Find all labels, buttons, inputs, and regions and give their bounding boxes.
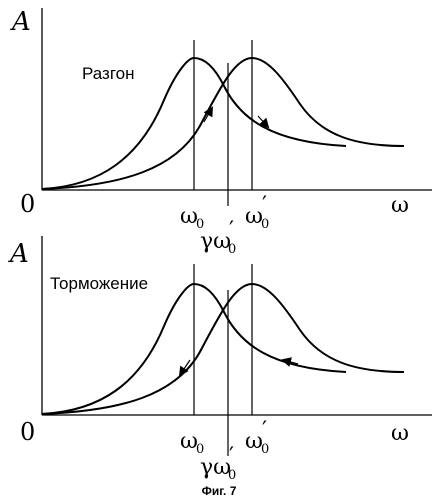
sweep-up-arrow: [203, 106, 213, 123]
return-arrow: [281, 357, 299, 367]
omega0-label: ω: [180, 429, 198, 454]
panel-deceleration: A 0 ω Торможение ω 0 ω 0 ′ γω 0 ′: [8, 236, 432, 483]
omega0-label: ω: [180, 204, 198, 229]
figure-caption: Фиг. 7: [202, 484, 237, 498]
process-label: Торможение: [50, 274, 148, 293]
gamma-omega-prime-mark: ′: [229, 218, 234, 243]
frequency-axis-label: ω: [391, 421, 409, 446]
resonance-curve-omega0: [41, 282, 347, 415]
process-label: Разгон: [82, 64, 135, 83]
omega0-prime-label: ω: [245, 429, 263, 454]
omega0-subscript: 0: [196, 442, 204, 457]
resonance-curve-omega0-prime: [41, 56, 405, 190]
panel-acceleration: A 0 ω Разгон ω 0 ω 0 ′ γω 0 ′: [10, 7, 432, 257]
omega0-prime-mark: ′: [262, 418, 267, 443]
resonance-curve-omega0: [41, 56, 347, 190]
omega0-prime-subscript: 0: [261, 442, 269, 457]
sweep-down-arrow: [178, 359, 191, 377]
amplitude-axis-label: A: [8, 239, 29, 269]
origin-label: 0: [20, 190, 35, 218]
omega0-prime-subscript: 0: [261, 217, 269, 232]
gamma-omega-label: γω: [200, 229, 231, 254]
gamma-omega-subscript: 0: [228, 242, 236, 257]
omega0-prime-mark: ′: [262, 193, 267, 218]
gamma-omega-label: γω: [200, 455, 231, 480]
resonance-curve-omega0-prime: [41, 282, 405, 415]
frequency-axis-label: ω: [391, 193, 409, 218]
amplitude-axis-label: A: [10, 7, 31, 37]
jump-down-arrow: [257, 115, 270, 129]
gamma-omega-prime-mark: ′: [229, 444, 234, 469]
origin-label: 0: [20, 418, 35, 446]
gamma-omega-subscript: 0: [228, 468, 236, 483]
omega0-subscript: 0: [196, 217, 204, 232]
omega0-prime-label: ω: [245, 204, 263, 229]
